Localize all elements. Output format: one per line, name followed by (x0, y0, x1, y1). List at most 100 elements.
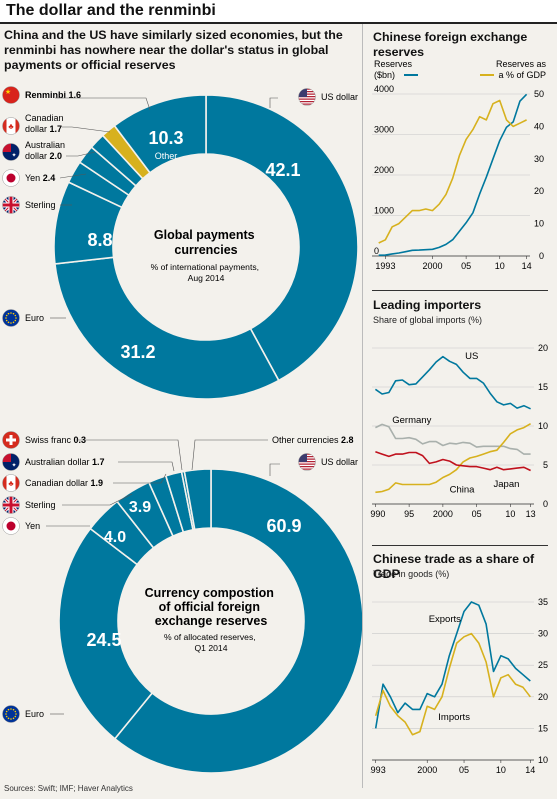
eu-flag (2, 309, 20, 327)
reserves-legend-5: Euro (25, 709, 44, 719)
payments-other-label: Other (155, 151, 178, 161)
payments-legend-5: Euro (25, 313, 44, 323)
uk-flag (2, 496, 20, 514)
payments-donut-title: Global payments currencies (154, 228, 258, 257)
payments-donut-note: % of international payments, Aug 2014 (151, 262, 262, 283)
x-tick-label: 1990 (370, 509, 385, 519)
payments-other-value: 10.3 (148, 128, 183, 148)
payments-legend-name-2: Australian (25, 140, 65, 150)
eu-flag (2, 705, 20, 723)
svg-text:✦: ✦ (11, 462, 16, 469)
y-tick-label: 0 (539, 251, 544, 261)
swiss-flag (2, 431, 20, 449)
japan-label: Japan (494, 479, 520, 490)
trade-title: Chinese trade as a share of GDP (373, 552, 535, 581)
payments-donut (53, 94, 359, 400)
y-tick-label: 0 (543, 499, 548, 509)
reserves-euro-value: 24.5 (86, 630, 121, 650)
reserves-legend-name-2: Canadian dollar (25, 478, 88, 488)
reserves-legend-2: Canadian dollar 1.9 (25, 478, 103, 488)
payments-legend-value-0: 1.6 (66, 90, 81, 100)
y-tick-label: 15 (538, 382, 548, 392)
payments-donut-center: Global payments currencies % of internat… (151, 228, 262, 283)
svg-text:★: ★ (5, 88, 11, 96)
germany-label: Germany (392, 415, 431, 426)
x-tick-label: 95 (404, 509, 414, 519)
payments-legend-2: Australian dollar 2.0 (25, 140, 65, 161)
svg-text:♣: ♣ (8, 122, 14, 131)
payments-legend-value-3: 2.4 (40, 173, 55, 183)
y-tick-label: 30 (538, 629, 548, 639)
fx-legend-right: Reserves as a % of GDP (496, 59, 547, 80)
imports-label: Imports (438, 712, 470, 723)
reserves-legend-value-7: 2.8 (339, 435, 354, 445)
china-label: China (450, 484, 476, 495)
reserves-donut-note-line1: % of allocated reserves, (164, 632, 256, 642)
euro-slice (54, 256, 280, 400)
payments-legend-3: Yen 2.4 (25, 173, 55, 183)
payments-legend-line2-2: dollar (25, 151, 47, 161)
china-flag: ★ (2, 86, 20, 104)
reserves-legend-name-4: Yen (25, 521, 40, 531)
payments-donut-title-line2: currencies (174, 243, 237, 257)
x-tick-label: 2000 (417, 765, 437, 775)
x-tick-label: 10 (496, 765, 506, 775)
y-tick-label: 20 (538, 343, 548, 353)
reserves-donut-title-line3: exchange reserves (155, 614, 268, 628)
reserves-legend-name-3: Sterling (25, 500, 56, 510)
payments-legend-name-6: US dollar (321, 92, 358, 102)
payments-legend-name-4: Sterling (25, 200, 56, 210)
australia-flag: ✦ (2, 143, 20, 161)
reserves-donut-note: % of allocated reserves, Q1 2014 (164, 632, 258, 653)
australia-flag: ✦ (2, 453, 20, 471)
payments-legend-value-2: 2.0 (47, 151, 62, 161)
reserves-us-value: 60.9 (266, 516, 301, 536)
reserves-donut-center: Currency compostion of official foreign … (145, 586, 274, 653)
y-tick-label: 10 (534, 219, 544, 229)
payments-legend-name-1: Canadian (25, 113, 64, 123)
y-tick-label: 40 (534, 121, 544, 131)
reserves-donut-title-line1: Currency compostion (145, 586, 274, 600)
x-tick-label: 2000 (433, 509, 453, 519)
x-tick-label: 14 (522, 261, 532, 271)
payments-donut-note-line1: % of international payments, (151, 262, 259, 272)
payments-legend-4: Sterling (25, 200, 56, 210)
y-tick-label: 3000 (374, 125, 394, 135)
reserves-leader-2 (113, 473, 167, 484)
fx-reserves-title: Chinese foreign exchange reserves (373, 30, 528, 59)
reserves-legend-4: Yen (25, 521, 40, 531)
y-tick-label: 15 (538, 723, 548, 733)
trade-note: Trade in goods (%) (373, 569, 450, 579)
x-tick-label: 05 (472, 509, 482, 519)
reserves-leader-1 (118, 461, 175, 472)
y-tick-label: 1000 (374, 206, 394, 216)
fx-reserves-chart: Reserves ($bn) Reserves as a % of GDP 1993 20… (372, 59, 547, 271)
payments-legend-name-0: Renminbi (25, 90, 66, 100)
japan-flag (2, 169, 20, 187)
imports-line (374, 632, 531, 736)
japan-flag (2, 517, 20, 535)
payments-leader-6 (269, 97, 278, 108)
y-tick-label: 10 (538, 421, 548, 431)
us-label: US (465, 351, 478, 362)
payments-us-value: 42.1 (265, 160, 300, 180)
svg-text:✦: ✦ (11, 152, 16, 159)
payments-legend-1: Canadian dollar 1.7 (25, 113, 64, 134)
payments-legend-name-3: Yen (25, 173, 40, 183)
payments-donut-title-line1: Global payments (154, 228, 255, 242)
reserves-donut-title-line2: of official foreign (159, 600, 260, 614)
reserves-legend-value-1: 1.7 (90, 457, 105, 467)
payments-leader-0 (55, 97, 151, 111)
svg-text:♣: ♣ (8, 479, 14, 488)
column-divider (362, 24, 363, 788)
reserves-sterling-value: 3.9 (129, 499, 151, 516)
payments-euro-value: 31.2 (120, 342, 155, 362)
separator-2 (372, 545, 548, 546)
payments-leader-1 (62, 126, 111, 133)
us-flag (298, 88, 316, 106)
y-tick-label: 35 (538, 597, 548, 607)
y-tick-label: 50 (534, 89, 544, 99)
other-currencies-slice (183, 468, 212, 531)
payments-legend: ★ Renminbi 1.6 ♣ Canadian dollar 1.7 ✦ Austral… (2, 86, 358, 327)
reserves-legend-name-5: Euro (25, 709, 44, 719)
